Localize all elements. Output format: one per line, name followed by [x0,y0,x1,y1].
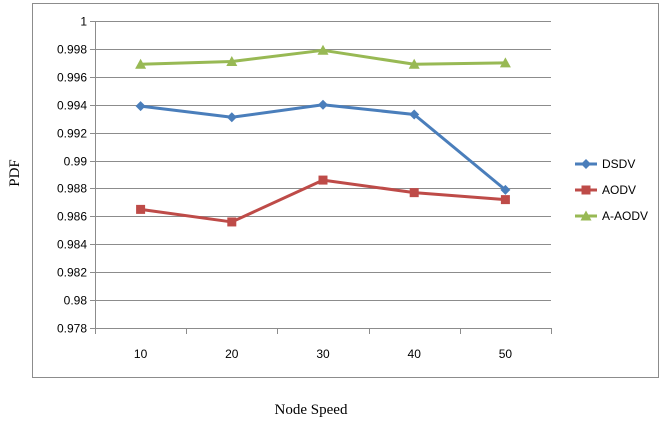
data-point-aodv [409,188,419,198]
legend-item-a-aodv: A-AODV [575,209,648,223]
x-tick-label: 40 [408,347,422,361]
gridlines [95,21,551,301]
legend-label-a-aodv: A-AODV [602,209,648,223]
x-tick-label: 30 [316,347,330,361]
x-tick-label: 20 [225,347,239,361]
axes [90,21,552,334]
y-tick-label: 0.998 [57,43,87,57]
data-point-dsdv [226,112,237,123]
data-point-a-aodv [408,58,420,69]
y-axis-label: PDF [7,159,23,187]
legend-marker-aodv [581,185,591,195]
legend: DSDV AODV A-AODV [575,157,648,223]
y-tick-label: 0.982 [57,266,87,280]
y-tick-labels: 0.978 0.98 0.982 0.984 0.986 0.988 0.99 0.992 0.… [57,15,87,336]
data-point-dsdv [500,184,511,195]
legend-label-dsdv: DSDV [602,157,635,171]
series-aodv [136,175,510,227]
series-a-aodv [135,44,511,69]
legend-item-dsdv: DSDV [575,157,635,171]
data-point-dsdv [318,99,328,110]
chart-frame [32,3,659,378]
y-tick-label: 0.99 [64,155,88,169]
legend-item-aodv: AODV [575,183,636,197]
y-tick-label: 0.98 [64,294,88,308]
y-tick-label: 0.988 [57,182,87,196]
y-tick-label: 0.986 [57,210,87,224]
y-tick-label: 0.992 [57,127,87,141]
series-dsdv [135,99,511,195]
x-tick-label: 50 [499,347,513,361]
x-tick-label: 10 [134,347,148,361]
data-point-aodv [227,217,237,227]
data-point-a-aodv [499,57,511,68]
y-tick-label: 0.996 [57,71,87,85]
data-point-aodv [500,195,510,205]
data-point-dsdv [135,101,146,112]
y-tick-label: 0.984 [57,238,87,252]
legend-marker-a-aodv [580,210,592,221]
y-tick-label: 0.978 [57,322,87,336]
x-tick-labels: 10 20 30 40 50 [134,347,512,361]
data-point-aodv [318,175,328,185]
y-tick-label: 0.994 [57,99,87,113]
data-point-a-aodv [135,58,147,69]
series-lines [135,44,511,227]
data-point-dsdv [409,109,420,120]
legend-marker-dsdv [581,159,591,169]
data-point-a-aodv [317,44,329,55]
data-point-a-aodv [226,55,238,66]
legend-label-aodv: AODV [602,183,636,197]
data-point-aodv [136,204,146,214]
x-axis-label: Node Speed [275,402,348,418]
y-tick-label: 1 [80,15,87,29]
